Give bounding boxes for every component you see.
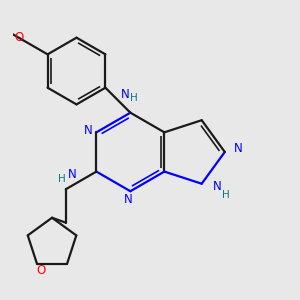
Text: H: H [222, 190, 230, 200]
Text: O: O [36, 265, 46, 278]
Text: N: N [124, 194, 133, 206]
Text: N: N [84, 124, 93, 137]
Text: N: N [233, 142, 242, 154]
Text: H: H [130, 93, 138, 103]
Text: H: H [58, 174, 66, 184]
Text: N: N [121, 88, 129, 101]
Text: O: O [14, 31, 24, 44]
Text: N: N [213, 180, 221, 194]
Text: N: N [68, 168, 76, 181]
